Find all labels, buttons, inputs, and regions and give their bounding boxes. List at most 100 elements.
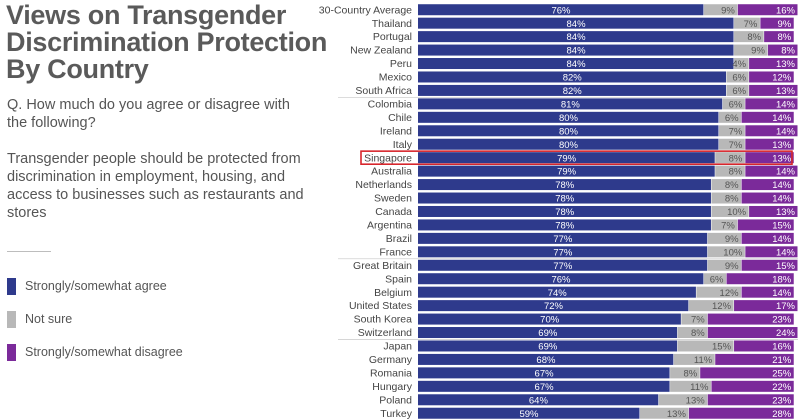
- data-label-netherlands-0: 78%: [555, 180, 575, 191]
- bar-segment-spain-0: [418, 273, 704, 285]
- bar-segment-italy-1: [718, 138, 745, 150]
- category-label-thailand: Thailand: [372, 18, 412, 30]
- data-label-brazil-2: 14%: [772, 234, 792, 245]
- data-label-south-korea-0: 70%: [540, 315, 560, 326]
- bar-segment-italy-2: [745, 138, 794, 150]
- data-label-turkey-2: 28%: [772, 409, 792, 419]
- disagree-swatch-icon: [7, 344, 16, 361]
- data-label-germany-0: 68%: [536, 355, 556, 366]
- title-line-2: Discrimination Protection: [6, 27, 328, 57]
- data-label-australia-0: 79%: [557, 167, 577, 178]
- data-label-peru-0: 84%: [567, 59, 587, 70]
- category-label-australia: Australia: [371, 166, 412, 178]
- data-label-australia-2: 14%: [776, 167, 796, 178]
- data-label-chile-1: 6%: [725, 113, 739, 124]
- bar-segment-30-country-average-1: [703, 4, 738, 16]
- bar-segment-portugal-2: [764, 31, 794, 43]
- data-label-sweden-1: 8%: [725, 194, 739, 205]
- bar-segment-turkey-0: [418, 407, 640, 419]
- highlight-box-singapore: [360, 150, 793, 165]
- category-label-germany: Germany: [369, 354, 413, 366]
- bar-segment-france-1: [707, 246, 745, 258]
- category-label-poland: Poland: [379, 394, 412, 406]
- category-label-ireland: Ireland: [380, 125, 412, 137]
- bar-segment-spain-2: [726, 273, 794, 285]
- title-line-1: Views on Transgender: [6, 0, 287, 30]
- bar-segment-turkey-2: [688, 407, 794, 419]
- data-label-united-states-0: 72%: [544, 301, 564, 312]
- data-label-japan-1: 15%: [712, 342, 732, 353]
- data-label-south-korea-2: 23%: [772, 315, 792, 326]
- data-label-mexico-1: 6%: [732, 73, 746, 84]
- chart-title: Views on Transgender Discrimination Prot…: [6, 0, 328, 83]
- data-label-portugal-2: 8%: [778, 32, 792, 43]
- legend-label-not-sure: Not sure: [25, 312, 73, 326]
- data-label-spain-2: 18%: [772, 274, 792, 285]
- bar-segment-south-korea-2: [707, 313, 794, 325]
- data-label-belgium-1: 12%: [720, 288, 740, 299]
- bar-segment-france-0: [418, 246, 708, 258]
- data-label-poland-1: 13%: [686, 395, 706, 406]
- data-label-spain-0: 76%: [551, 274, 571, 285]
- bar-segment-belgium-2: [741, 286, 794, 298]
- bar-segment-singapore-0: [418, 152, 715, 164]
- category-label-france: France: [379, 246, 412, 258]
- data-label-romania-1: 8%: [683, 368, 697, 379]
- category-label-peru: Peru: [390, 58, 412, 70]
- category-label-south-korea: South Korea: [354, 314, 413, 326]
- data-label-singapore-1: 8%: [729, 153, 743, 164]
- data-label-great-britain-2: 15%: [776, 261, 796, 272]
- bar-segment-sweden-0: [418, 192, 711, 204]
- data-label-poland-0: 64%: [529, 395, 549, 406]
- data-label-switzerland-2: 24%: [776, 328, 796, 339]
- category-label-switzerland: Switzerland: [358, 327, 412, 339]
- legend-divider: [7, 251, 51, 252]
- bar-segment-peru-0: [418, 58, 734, 70]
- data-label-peru-2: 13%: [776, 59, 796, 70]
- data-label-argentina-1: 7%: [721, 221, 735, 232]
- statement-text: Transgender people should be protected f…: [7, 151, 304, 221]
- bar-segment-switzerland-2: [707, 327, 798, 339]
- category-label-italy: Italy: [393, 139, 413, 151]
- category-label-belgium: Belgium: [374, 287, 412, 299]
- bar-segment-portugal-1: [734, 31, 764, 43]
- bar-segment-thailand-2: [760, 17, 794, 29]
- data-label-colombia-1: 6%: [729, 99, 743, 110]
- bar-segment-japan-1: [677, 340, 734, 352]
- bar-segment-canada-2: [749, 205, 798, 217]
- bar-segment-30-country-average-2: [737, 4, 798, 16]
- bar-segment-australia-0: [418, 165, 715, 177]
- data-label-thailand-2: 9%: [778, 19, 792, 30]
- bar-segment-france-2: [745, 246, 798, 258]
- data-label-mexico-2: 12%: [772, 73, 792, 84]
- bar-segment-japan-0: [418, 340, 678, 352]
- bar-segment-great-britain-1: [707, 259, 742, 271]
- data-label-romania-0: 67%: [535, 368, 555, 379]
- bar-segment-chile-0: [418, 111, 719, 123]
- bar-segment-germany-0: [418, 353, 674, 365]
- data-label-chile-2: 14%: [772, 113, 792, 124]
- category-label-argentina: Argentina: [367, 220, 412, 232]
- data-label-colombia-0: 81%: [561, 99, 581, 110]
- bar-segment-mexico-1: [726, 71, 749, 83]
- bar-segment-sweden-2: [741, 192, 794, 204]
- data-label-italy-0: 80%: [559, 140, 579, 151]
- bar-segment-netherlands-0: [418, 179, 711, 191]
- data-label-south-korea-1: 7%: [691, 315, 705, 326]
- bar-segment-colombia-1: [722, 98, 745, 110]
- category-label-30-country-average: 30-Country Average: [319, 4, 412, 16]
- bar-segment-ireland-0: [418, 125, 719, 137]
- bar-segment-new-zealand-2: [767, 44, 798, 56]
- bar-segment-argentina-0: [418, 219, 711, 231]
- data-label-switzerland-0: 69%: [538, 328, 558, 339]
- bar-segment-peru-1: [734, 58, 749, 70]
- data-label-ireland-0: 80%: [559, 126, 579, 137]
- bar-segment-poland-0: [418, 394, 659, 406]
- data-label-belgium-2: 14%: [772, 288, 792, 299]
- data-label-singapore-0: 79%: [557, 153, 577, 164]
- bar-segment-hungary-1: [670, 380, 711, 392]
- category-label-colombia: Colombia: [368, 98, 413, 110]
- bar-segment-spain-1: [703, 273, 727, 285]
- bar-segment-chile-2: [741, 111, 794, 123]
- data-label-germany-1: 11%: [694, 355, 713, 366]
